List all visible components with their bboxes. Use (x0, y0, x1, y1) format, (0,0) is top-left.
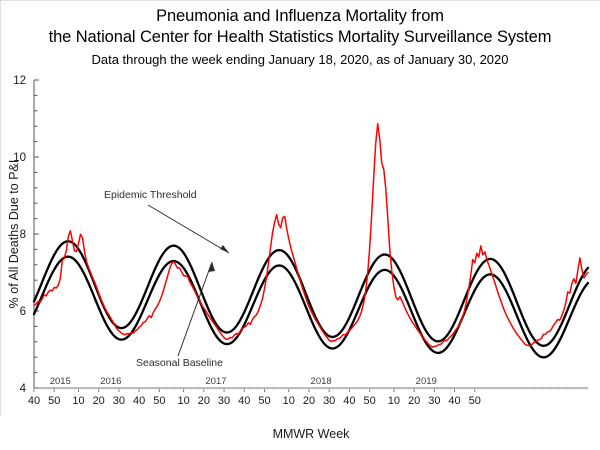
axis-titles: % of All Deaths Due to P&I MMWR Week (7, 160, 350, 441)
x-axis-year-label: 2019 (416, 376, 437, 387)
x-axis-tick-label: 30 (113, 395, 125, 407)
x-axis-tick-label: 30 (428, 395, 440, 407)
annotation-layer: Epidemic Threshold Seasonal Baseline (104, 189, 230, 369)
x-axis-tick-label: 40 (133, 395, 145, 407)
y-axis-tick-labels: 4 6 8 10 12 (13, 75, 26, 395)
x-axis-tick-label: 50 (364, 395, 376, 407)
x-axis-tick-label: 10 (72, 395, 84, 407)
x-axis-tick-label: 40 (448, 395, 460, 407)
x-axis-tick-label: 50 (258, 395, 270, 407)
x-axis-tick-label: 50 (153, 395, 165, 407)
x-axis-tick-label: 30 (218, 395, 230, 407)
y-axis-tick-label: 6 (20, 306, 26, 318)
x-axis-year-labels: 2015 2016 2017 2018 2019 (50, 376, 437, 387)
x-axis-tick-label: 20 (408, 395, 420, 407)
y-axis-tick-label: 4 (20, 383, 27, 395)
epidemic-threshold-line (32, 240, 590, 347)
series-layer (32, 122, 590, 359)
x-axis-tick-label: 40 (28, 395, 40, 407)
seasonal-baseline-arrowhead-icon (208, 262, 215, 272)
y-axis-ticks (34, 79, 39, 389)
y-axis-title: % of All Deaths Due to P&I (7, 160, 21, 309)
y-axis-tick-label: 8 (20, 229, 26, 241)
x-axis-tick-label: 50 (469, 395, 481, 407)
x-axis-year-label: 2018 (311, 376, 332, 387)
observed-pi-mortality-line (33, 122, 589, 348)
chart-title-line-1: Pneumonia and Influenza Mortality from (156, 7, 444, 25)
x-axis-tick-label: 10 (388, 395, 400, 407)
seasonal-baseline-annotation-label: Seasonal Baseline (136, 357, 223, 369)
x-axis-tick-label: 20 (303, 395, 315, 407)
x-axis-year-label: 2016 (100, 376, 121, 387)
x-axis-tick-label: 40 (238, 395, 250, 407)
x-axis-tick-label: 20 (93, 395, 105, 407)
x-axis-tick-label: 50 (48, 395, 60, 407)
seasonal-baseline-line (32, 255, 590, 359)
chart-title-block: Pneumonia and Influenza Mortality from t… (0, 6, 600, 70)
epidemic-threshold-annotation-arrow (147, 204, 230, 254)
x-axis-tick-label: 10 (177, 395, 189, 407)
x-axis-year-label: 2015 (50, 376, 71, 387)
x-axis-title: MMWR Week (273, 427, 351, 441)
chart-title-line-2: the National Center for Health Statistic… (48, 28, 552, 46)
chart-subtitle: Data through the week ending January 18,… (91, 52, 509, 67)
epidemic-threshold-annotation-label: Epidemic Threshold (104, 189, 197, 201)
epidemic-threshold-arrowhead-icon (220, 245, 229, 253)
x-axis-tick-labels: 40 50 10 20 30 40 50 10 20 30 40 50 10 20 30 40 50 10 20 30… (28, 395, 481, 407)
y-axis-tick-label: 12 (13, 75, 26, 87)
y-axis-tick-label: 10 (13, 152, 26, 164)
x-axis-tick-label: 20 (198, 395, 210, 407)
x-axis-tick-label: 10 (283, 395, 295, 407)
seasonal-baseline-annotation-arrow (177, 261, 213, 357)
x-axis-ticks (33, 388, 589, 392)
x-axis-year-label: 2017 (205, 376, 226, 387)
x-axis-tick-label: 40 (343, 395, 355, 407)
x-axis-tick-label: 30 (323, 395, 335, 407)
